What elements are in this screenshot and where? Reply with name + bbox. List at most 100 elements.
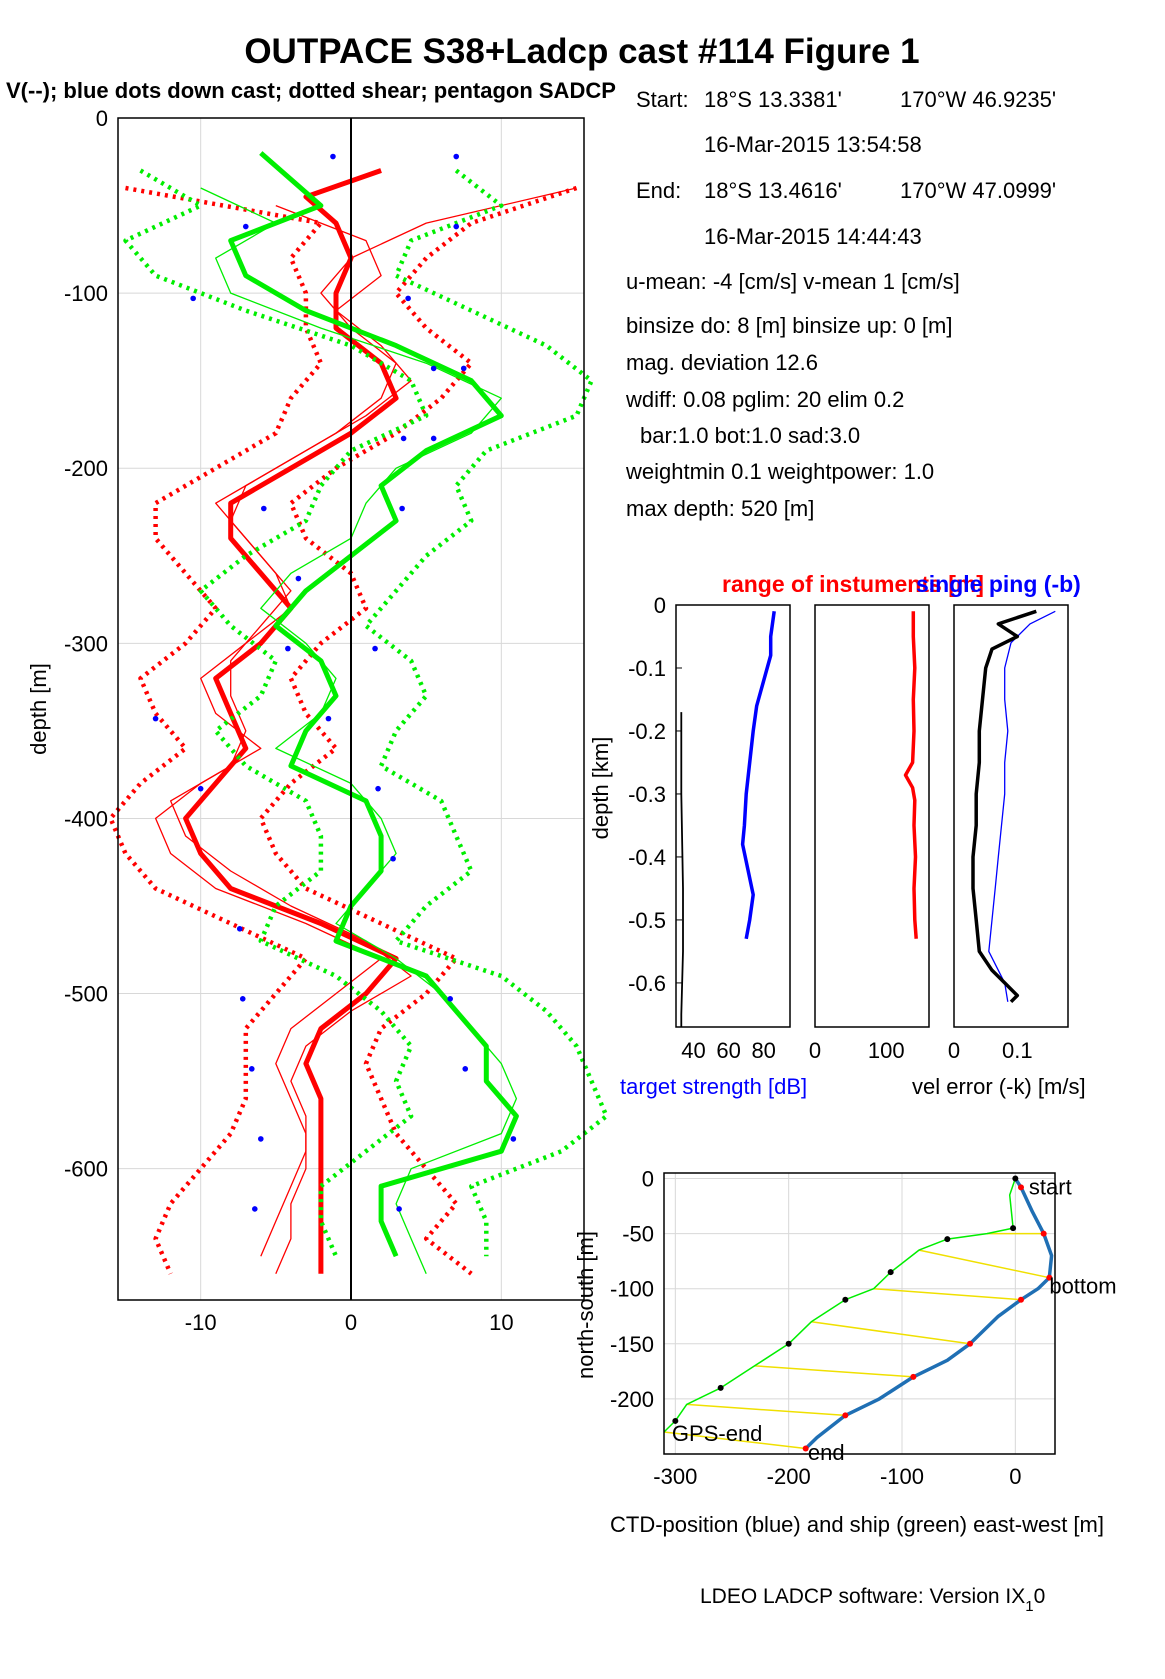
main-series <box>108 151 609 1276</box>
figure-title: OUTPACE S38+Ladcp cast #114 Figure 1 <box>244 32 919 71</box>
panel-frame <box>953 604 1069 1028</box>
profile-series-line <box>258 185 578 1276</box>
downcast-dot <box>236 925 243 932</box>
downcast-dot <box>190 295 196 302</box>
panel-y-tick-label: -0.2 <box>628 719 666 744</box>
downcast-dot <box>405 295 411 302</box>
panel-x-tick-label: 0 <box>809 1038 821 1063</box>
wdiff-text: wdiff: 0.08 pglim: 20 elim 0.2 <box>625 387 904 412</box>
profile-series-line <box>108 185 324 1275</box>
panel-x-tick-label: 100 <box>868 1038 905 1063</box>
ship-ctd-connector <box>686 1403 846 1417</box>
downcast-dot <box>295 575 302 582</box>
downcast-dot <box>400 435 407 442</box>
ship-ctd-connector <box>663 1431 806 1450</box>
umean-text: u-mean: -4 [cm/s] v-mean 1 [cm/s] <box>626 269 960 294</box>
start-lat: 18°S 13.3381' <box>704 87 842 112</box>
range-panel: 0 100 <box>809 604 930 1063</box>
downcast-dot <box>285 645 291 652</box>
footer-version: LDEO LADCP software: Version IX10 <box>700 1585 1045 1615</box>
track-label: start <box>1029 1174 1072 1199</box>
start-label: Start: <box>636 87 689 112</box>
track-x-tick-label: -100 <box>880 1464 924 1489</box>
downcast-dot <box>330 153 336 160</box>
panel-y-tick-label: -0.6 <box>628 971 666 996</box>
magdev-text: mag. deviation 12.6 <box>626 350 818 375</box>
profile-series-line <box>363 168 609 1257</box>
ctd-track-line <box>804 1177 1054 1450</box>
single-ping-title: single ping (-b) <box>916 571 1081 597</box>
panel-x-tick-label: 0.1 <box>1002 1038 1033 1063</box>
track-xlabel: CTD-position (blue) and ship (green) eas… <box>610 1512 1104 1537</box>
start-time: 16-Mar-2015 13:54:58 <box>704 132 922 157</box>
vel-error-xlabel: vel error (-k) [m/s] <box>912 1074 1086 1099</box>
panel-series-line <box>988 610 1056 1002</box>
profile-series-line <box>228 151 519 1258</box>
profile-series-line <box>200 187 518 1274</box>
panel-x-tick-label: 80 <box>751 1038 775 1063</box>
figure-subtitle: V(--); blue dots down cast; dotted shear… <box>6 78 616 103</box>
downcast-dot <box>462 1066 469 1072</box>
downcast-dot <box>453 223 460 230</box>
panel-y-tick-label: -0.5 <box>628 908 666 933</box>
downcast-dot <box>239 996 246 1002</box>
target-strength-xlabel: target strength [dB] <box>620 1074 807 1099</box>
panel-x-tick-label: 60 <box>716 1038 740 1063</box>
panel-frame <box>675 604 791 1028</box>
end-time: 16-Mar-2015 14:44:43 <box>704 224 922 249</box>
downcast-dot <box>372 645 378 652</box>
downcast-dot <box>510 1136 517 1142</box>
binsize-text: binsize do: 8 [m] binsize up: 0 [m] <box>626 313 953 338</box>
panel-x-tick-label: 40 <box>681 1038 705 1063</box>
ship-marker <box>887 1269 894 1276</box>
track-y-tick-label: -200 <box>610 1387 654 1412</box>
profile-series-line <box>169 204 412 1257</box>
panel-ylabel: depth [km] <box>588 737 613 840</box>
bar-text: bar:1.0 bot:1.0 sad:3.0 <box>640 423 860 448</box>
panel-series-line <box>971 609 1037 1004</box>
ship-marker <box>1010 1225 1017 1232</box>
y-tick-label: -100 <box>64 281 108 306</box>
downcast-dot <box>460 365 467 372</box>
panel-frame <box>814 604 930 1028</box>
maxdepth-text: max depth: 520 [m] <box>626 496 814 521</box>
track-frame <box>663 1172 1056 1455</box>
ship-marker <box>785 1340 792 1347</box>
main-blue-dots <box>152 153 517 1212</box>
downcast-dot <box>325 715 332 722</box>
end-label: End: <box>636 178 681 203</box>
ship-marker <box>672 1417 679 1424</box>
main-plot-frame <box>117 117 585 1301</box>
track-y-tick-label: -50 <box>622 1222 654 1247</box>
ship-ctd-connector <box>918 1249 1050 1279</box>
ship-marker <box>944 1236 951 1243</box>
profile-series-line <box>123 168 429 1258</box>
x-tick-label: -10 <box>185 1310 217 1335</box>
downcast-dot <box>152 715 159 722</box>
y-tick-label: -200 <box>64 456 108 481</box>
track-y-tick-label: 0 <box>642 1167 654 1192</box>
track-y-tick-label: -150 <box>610 1332 654 1357</box>
ctd-marker <box>967 1340 973 1347</box>
downcast-dot <box>453 153 460 160</box>
panel-series-line <box>740 611 776 940</box>
track-label: GPS-end <box>672 1421 763 1446</box>
y-tick-label: -500 <box>64 982 108 1007</box>
track-ylabel: north-south [m] <box>573 1231 598 1379</box>
track-label: end <box>808 1440 845 1465</box>
ship-track-panel: -300 -200 -100 0 0 -50 -100 -150 -200 start bottom… <box>610 1167 1117 1489</box>
ship-marker <box>717 1384 724 1391</box>
weight-text: weightmin 0.1 weightpower: 1.0 <box>625 459 934 484</box>
main-ticks: -10 0 100-100-200-300-400-500-600 <box>64 106 514 1335</box>
end-lat: 18°S 13.4616' <box>704 178 842 203</box>
ctd-marker <box>1018 1184 1024 1191</box>
downcast-dot <box>251 1206 258 1212</box>
ctd-marker <box>802 1445 809 1452</box>
ctd-marker <box>842 1412 849 1419</box>
profile-series-line <box>154 187 577 1274</box>
end-lon: 170°W 47.0999' <box>900 178 1056 203</box>
ctd-marker <box>1040 1230 1047 1237</box>
downcast-dot <box>248 1066 255 1072</box>
ship-marker <box>842 1296 849 1303</box>
panel-y-tick-label: -0.3 <box>628 782 666 807</box>
